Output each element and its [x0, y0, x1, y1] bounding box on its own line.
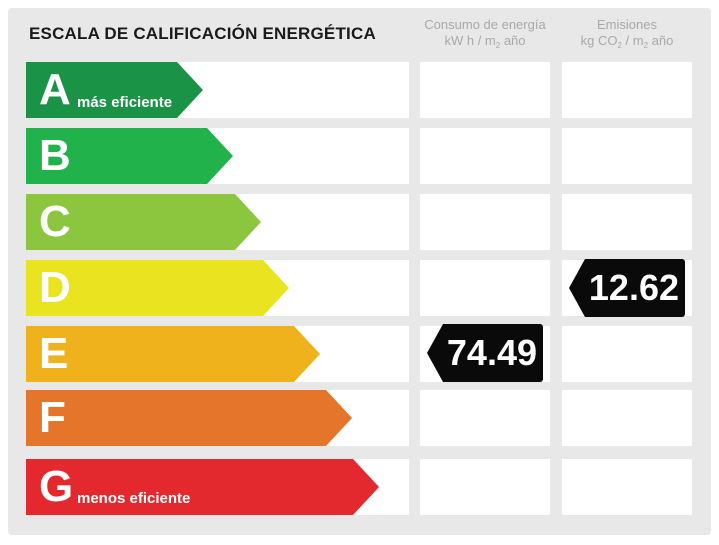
- grade-arrow-b: [26, 128, 233, 184]
- grade-label-a: más eficiente: [77, 94, 173, 111]
- emisiones-value-badge: 12.62: [569, 259, 685, 317]
- grade-letter-a: A: [39, 65, 71, 114]
- emisiones-column-header: Emisiones kg CO2 / m2 año: [561, 17, 693, 54]
- emisiones-header-line1: Emisiones: [597, 17, 657, 32]
- emisiones-cell: [562, 62, 692, 118]
- consumo-cell: [420, 128, 550, 184]
- grade-letter-e: E: [39, 329, 69, 378]
- consumo-cell: [420, 62, 550, 118]
- page-title: ESCALA DE CALIFICACIÓN ENERGÉTICA: [29, 24, 376, 43]
- grade-label-g: menos eficiente: [77, 490, 191, 507]
- emisiones-header-unit: kg CO2 / m2 año: [580, 33, 674, 50]
- grade-letter-b: B: [39, 131, 71, 180]
- consumo-header-unit: kW h / m2 año: [444, 33, 526, 50]
- grade-letter-f: F: [39, 393, 66, 442]
- emisiones-cell: [562, 326, 692, 382]
- emisiones-cell: [562, 128, 692, 184]
- consumo-value-badge: 74.49: [427, 324, 543, 382]
- emisiones-cell: [562, 194, 692, 250]
- grade-letter-c: C: [39, 197, 71, 246]
- grade-arrow-g: [26, 459, 379, 515]
- consumo-cell: [420, 194, 550, 250]
- consumo-cell: [420, 260, 550, 316]
- emisiones-cell: [562, 390, 692, 446]
- consumo-cell: [420, 390, 550, 446]
- consumo-header-line1: Consumo de energía: [424, 17, 546, 32]
- grade-letter-d: D: [39, 263, 71, 312]
- grade-arrow-f: [26, 390, 352, 446]
- grade-arrow-e: [26, 326, 320, 382]
- grade-letter-g: G: [39, 462, 74, 511]
- consumo-column-header: Consumo de energía kW h / m2 año: [419, 17, 551, 54]
- grade-arrow-a: [26, 62, 203, 118]
- consumo-cell: [420, 459, 550, 515]
- grade-arrow-d: [26, 260, 289, 316]
- grade-arrow-c: [26, 194, 261, 250]
- emisiones-cell: [562, 459, 692, 515]
